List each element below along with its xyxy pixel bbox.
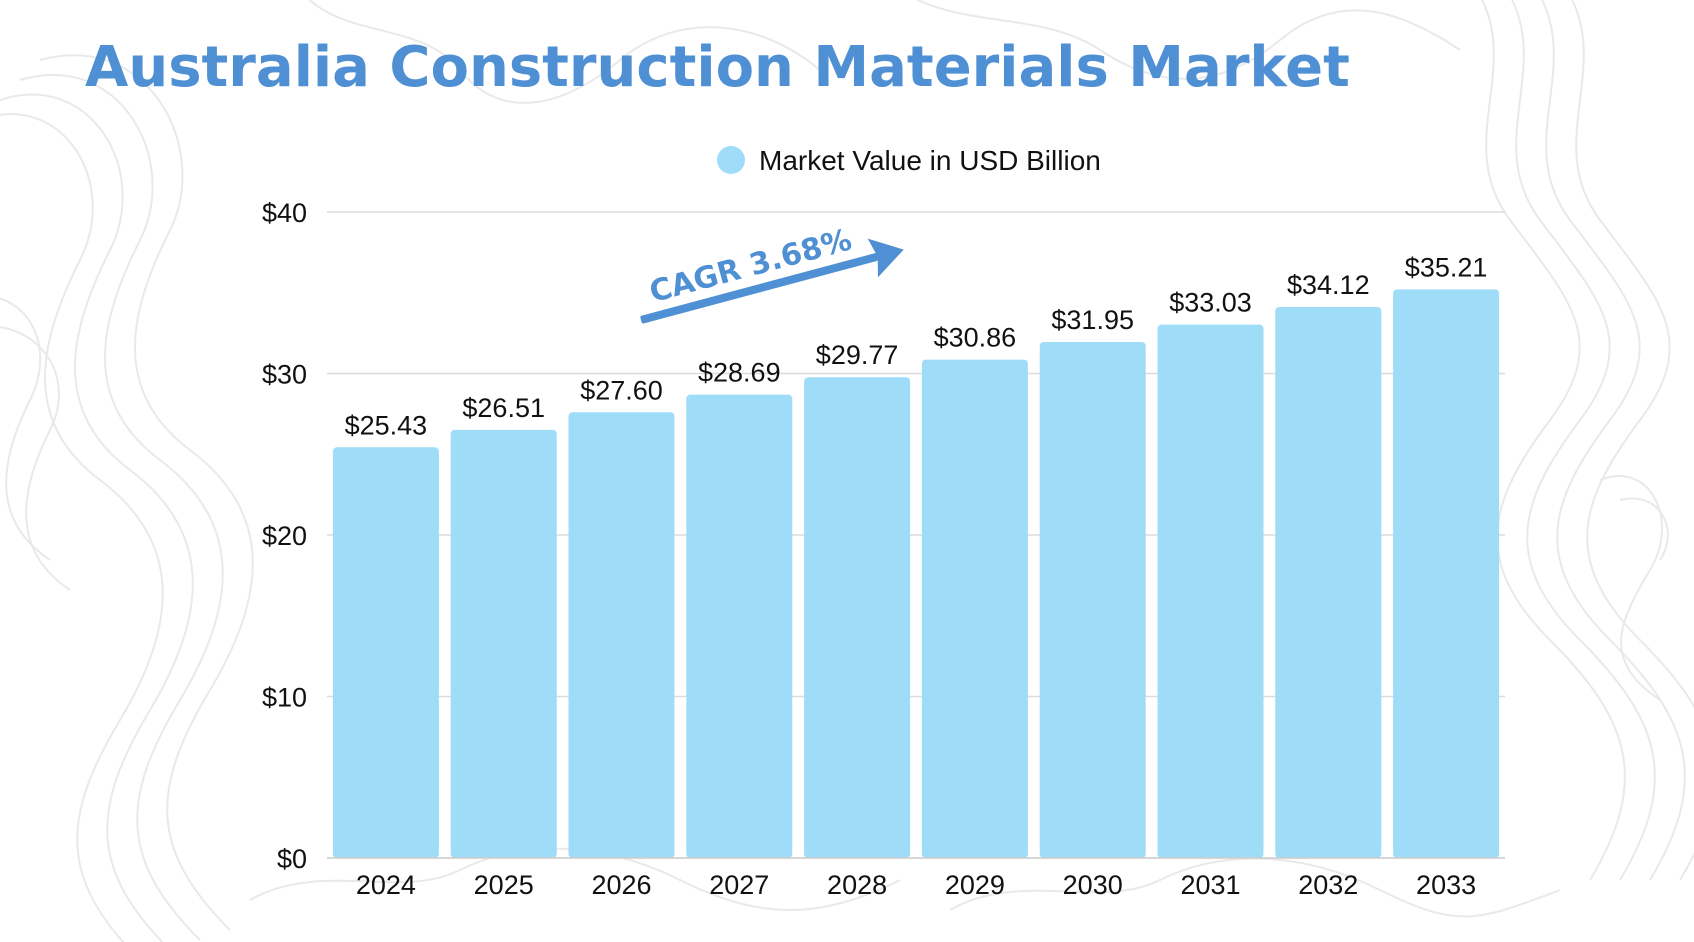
y-tick-label: $30 [262,360,307,390]
x-tick-label-2024: 2024 [356,870,416,900]
y-tick-label: $10 [262,683,307,713]
bar-2030 [1039,342,1146,858]
cagr-arrowhead [867,238,904,278]
x-tick-label-2031: 2031 [1180,870,1240,900]
cagr-label: CAGR 3.68% [646,223,855,311]
y-tick-label: $20 [262,521,307,551]
bar-2027 [686,394,793,858]
x-tick-label-2026: 2026 [591,870,651,900]
bar-2025 [450,429,557,858]
y-tick-label: $0 [277,844,307,874]
x-tick-label-2027: 2027 [709,870,769,900]
x-axis: 2024 2025 2026 2027 2028 2029 2030 2031 2032 2033 [327,857,1505,900]
data-label-2024: $25.43 [345,410,428,440]
data-label-2025: $26.51 [462,393,545,423]
bar-2031 [1157,324,1264,858]
bar-2024 [332,447,439,858]
data-label-2028: $29.77 [816,340,899,370]
y-tick-label: $40 [262,198,307,228]
legend-label: Market Value in USD Billion [759,145,1101,176]
data-label-2027: $28.69 [698,358,781,388]
x-tick-label-2028: 2028 [827,870,887,900]
x-tick-label-2029: 2029 [945,870,1005,900]
cagr-arrow-shaft [640,253,879,324]
chart-title: Australia Construction Materials Market [85,35,1350,100]
cagr-annotation: CAGR 3.68% [640,223,904,324]
data-label-2031: $33.03 [1169,288,1252,318]
legend-dot [717,146,745,174]
data-label-2029: $30.86 [934,323,1017,353]
y-axis: $0 $10 $20 $30 $40 [262,198,307,874]
legend: Market Value in USD Billion [717,145,1101,176]
bar-2032 [1275,306,1382,858]
data-label-2033: $35.21 [1405,252,1488,282]
data-label-2032: $34.12 [1287,270,1370,300]
x-tick-label-2032: 2032 [1298,870,1358,900]
data-label-2026: $27.60 [580,375,663,405]
data-label-2030: $31.95 [1051,305,1134,335]
bar-2029 [921,359,1028,858]
bar-2033 [1393,289,1500,858]
x-tick-label-2033: 2033 [1416,870,1476,900]
bars: $25.43 $26.51 $27.60 $28.69 $29.77 $30.86 $31.… [332,252,1500,858]
bar-2028 [804,377,911,858]
x-tick-label-2030: 2030 [1063,870,1123,900]
bar-2026 [568,412,675,858]
x-tick-label-2025: 2025 [474,870,534,900]
